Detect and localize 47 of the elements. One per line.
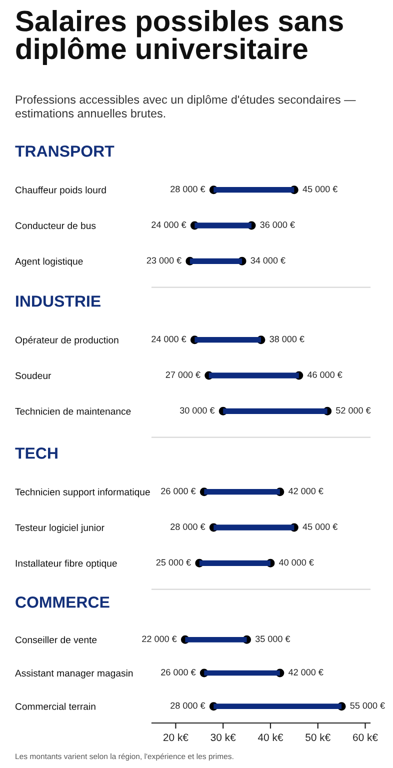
y-tick-label: Technicien de maintenance [15, 408, 131, 415]
annotation: 42 000 € [288, 669, 324, 676]
y-tick-label: Chauffeur poids lourd [15, 186, 106, 196]
chart-title: INDUSTRIE [16, 296, 100, 307]
text: Professions accessibles avec un diplôme d'études secondaires — estimations annuelles brutes. [15, 95, 356, 118]
y-tick-label: Commercial terrain [15, 702, 96, 710]
annotation: 45 000 € [302, 186, 338, 192]
annotation: 28 000 € [170, 186, 206, 192]
annotation: 40 000 € [279, 559, 314, 566]
annotation: 34 000 € [250, 257, 286, 264]
annotation: 24 000 € [152, 336, 186, 342]
annotation: 42 000 € [288, 488, 324, 494]
annotation: 36 000 € [260, 222, 295, 228]
x-tick-label: 60 k€ [353, 733, 378, 742]
annotation: 35 000 € [255, 636, 290, 642]
annotation: 22 000 € [142, 636, 177, 642]
chart-title: TECH [15, 448, 58, 459]
annotation: 55 000 € [350, 702, 385, 709]
annotation: 45 000 € [302, 524, 338, 530]
annotation: 26 000 € [161, 669, 196, 676]
x-tick-label: 30 k€ [210, 733, 236, 742]
y-tick-label: Installateur fibre optique [16, 560, 117, 569]
annotation: 28 000 € [170, 702, 206, 709]
annotation: 24 000 € [152, 222, 186, 228]
annotation: 27 000 € [166, 372, 200, 378]
x-tick-label: 20 k€ [163, 733, 188, 742]
y-tick-label: Testeur logiciel junior [15, 524, 104, 533]
y-tick-label: Conseiller de vente [15, 636, 97, 644]
text: Salaires possibles sans diplôme universitaire [16, 10, 343, 66]
annotation: 23 000 € [146, 257, 182, 264]
annotation: 28 000 € [170, 524, 206, 530]
y-tick-label: Agent logistique [15, 258, 83, 267]
y-tick-label: Assistant manager magasin [15, 670, 133, 678]
y-tick-label: Technicien support informatique [15, 488, 150, 498]
annotation: 26 000 € [161, 488, 196, 494]
annotation: 52 000 € [336, 407, 371, 414]
x-tick-label: 50 k€ [306, 733, 330, 742]
annotation: 46 000 € [307, 372, 342, 378]
annotation: 30 000 € [180, 407, 215, 414]
y-tick-label: Soudeur [15, 372, 52, 380]
chart-title: COMMERCE [16, 596, 110, 608]
annotation: 25 000 € [156, 559, 191, 566]
x-tick-label: 40 k€ [258, 733, 284, 742]
y-tick-label: Conducteur de bus [15, 222, 96, 230]
chart-title: TRANSPORT [15, 146, 114, 157]
annotation: 38 000 € [270, 336, 304, 342]
y-tick-label: Opérateur de production [15, 336, 118, 346]
